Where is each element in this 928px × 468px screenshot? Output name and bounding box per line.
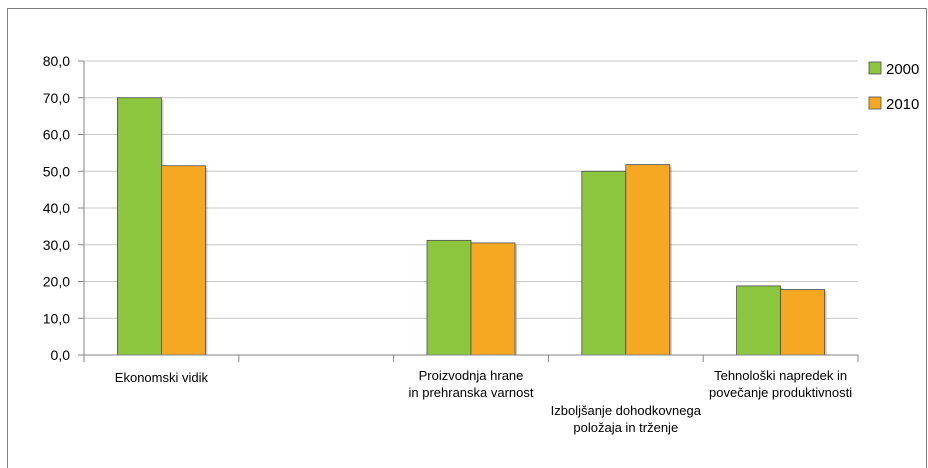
y-tick-label: 10,0 [43, 310, 70, 326]
gridlines [84, 60, 858, 319]
legend-label-2000: 2000 [886, 61, 919, 78]
legend-swatch-2010 [868, 96, 882, 110]
y-tick-label: 70,0 [43, 90, 70, 106]
legend-label-2010: 2010 [886, 96, 919, 113]
y-tick-label: 30,0 [43, 237, 70, 253]
bar-2000-4 [736, 285, 781, 356]
x-category-label: Ekonomski vidik [115, 370, 209, 385]
bar-2010-2 [470, 242, 516, 356]
bar-2010-4 [780, 289, 825, 356]
y-tick-label: 0,0 [51, 347, 71, 363]
x-category-label: Tehnološki napredek in povečanje produkti… [709, 368, 852, 400]
legend: 2000 2010 [868, 61, 919, 113]
bar-2010-0 [160, 165, 206, 356]
y-axis: 0,0 10,0 20,0 30,0 40,0 50,0 60,0 70,0 80,0 [43, 53, 85, 363]
x-category-label: Izboljšanje dohodkovnega položaja in trže… [551, 403, 702, 435]
bar-2010-3 [625, 164, 671, 356]
x-axis: Ekonomski vidik Proizvodnja hrane in prehr… [83, 354, 859, 435]
x-category-label: Proizvodnja hrane in prehranska varnost [408, 368, 533, 400]
y-tick-label: 20,0 [43, 274, 70, 290]
bar-2000-2 [426, 239, 472, 356]
chart-frame [7, 8, 927, 468]
y-tick-label: 80,0 [43, 53, 70, 69]
y-tick-label: 60,0 [43, 127, 70, 143]
bar-2000-0 [117, 97, 162, 356]
bar-2000-3 [581, 170, 627, 356]
y-tick-label: 50,0 [43, 163, 70, 179]
y-tick-label: 40,0 [43, 200, 70, 216]
legend-swatch-2000 [868, 61, 882, 75]
bar-chart: 0,0 10,0 20,0 30,0 40,0 50,0 60,0 70,0 80,0 Ekon… [43, 53, 920, 435]
bars [117, 97, 827, 356]
